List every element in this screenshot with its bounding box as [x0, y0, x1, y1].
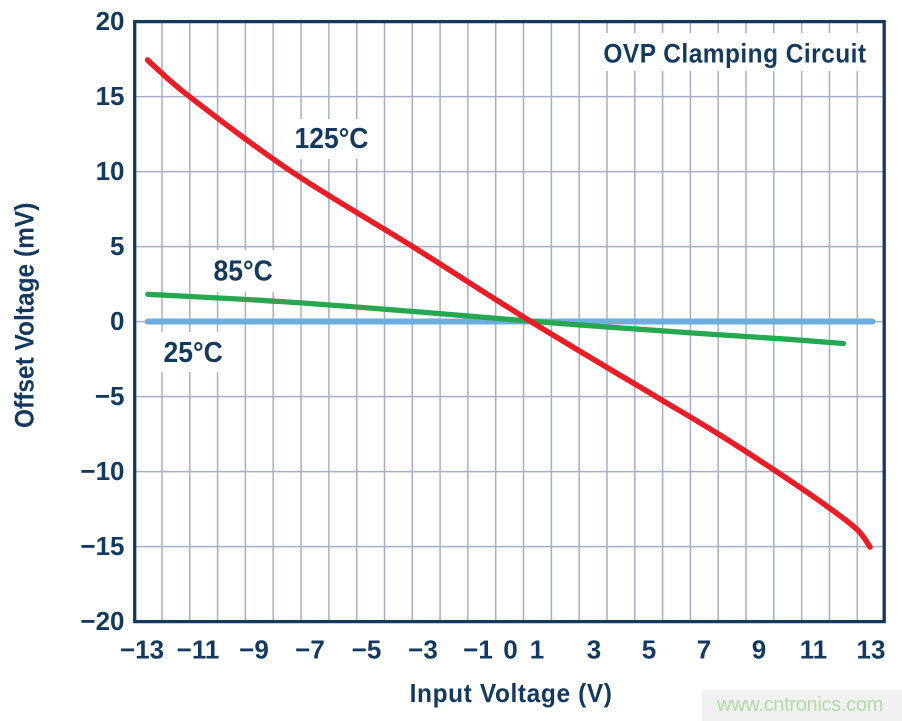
svg-text:10: 10: [96, 156, 125, 186]
svg-text:15: 15: [96, 81, 125, 111]
svg-text:0: 0: [110, 306, 124, 336]
svg-text:125°C: 125°C: [295, 122, 369, 154]
svg-text:13: 13: [857, 635, 886, 665]
svg-text:OVP Clamping Circuit: OVP Clamping Circuit: [603, 39, 866, 68]
svg-text:5: 5: [110, 231, 124, 261]
svg-text:7: 7: [697, 635, 711, 665]
svg-text:−15: −15: [80, 531, 124, 561]
svg-text:20: 20: [96, 6, 125, 36]
svg-text:3: 3: [587, 635, 601, 665]
svg-text:9: 9: [752, 635, 766, 665]
svg-text:−5: −5: [352, 635, 382, 665]
svg-text:Offset Voltage (mV): Offset Voltage (mV): [11, 203, 40, 428]
svg-text:−5: −5: [95, 381, 125, 411]
svg-text:−10: −10: [80, 456, 124, 486]
svg-text:−20: −20: [80, 606, 124, 636]
svg-text:25°C: 25°C: [164, 336, 223, 368]
svg-text:11: 11: [800, 635, 828, 665]
svg-text:−9: −9: [239, 635, 269, 665]
svg-text:−3: −3: [408, 635, 438, 665]
svg-text:www.cntronics.com: www.cntronics.com: [716, 694, 883, 716]
svg-text:5: 5: [642, 635, 656, 665]
svg-text:−11: −11: [177, 635, 220, 665]
svg-text:0: 0: [503, 635, 517, 665]
svg-text:85°C: 85°C: [214, 255, 273, 287]
svg-text:−7: −7: [295, 635, 325, 665]
svg-text:1: 1: [530, 635, 544, 665]
svg-text:Input Voltage (V): Input Voltage (V): [410, 680, 613, 709]
svg-text:−1: −1: [463, 635, 493, 665]
svg-text:−13: −13: [120, 635, 164, 665]
